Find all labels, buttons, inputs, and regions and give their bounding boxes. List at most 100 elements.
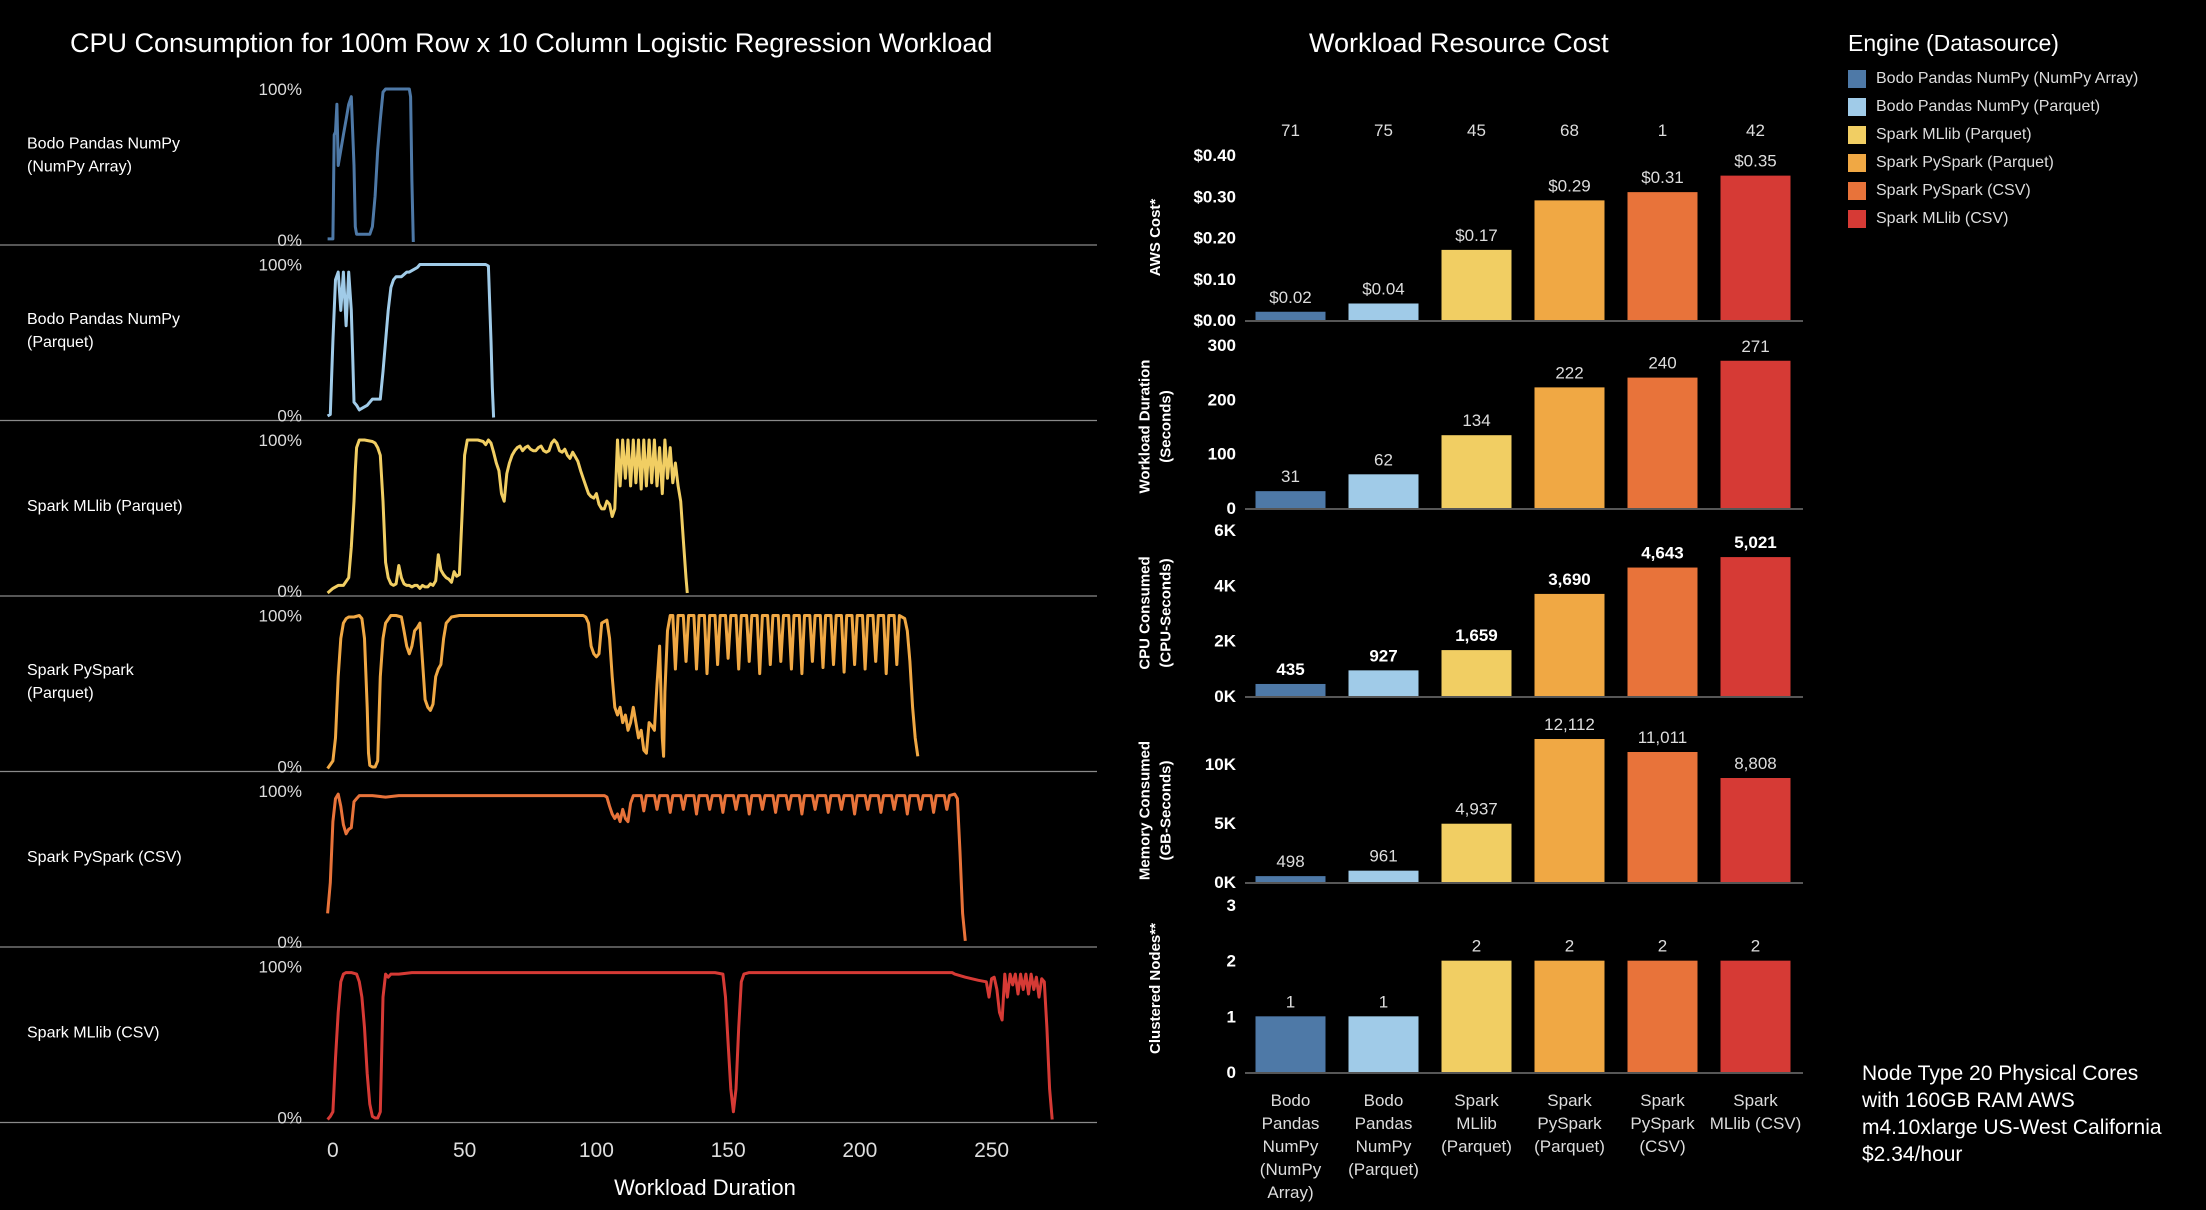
y-tick-label: 0%	[277, 231, 302, 250]
y-tick-label: 100%	[259, 782, 302, 801]
y-tick-label: 100%	[259, 607, 302, 626]
series-row-label: Bodo Pandas NumPy	[27, 311, 180, 328]
resource-bar	[1441, 960, 1512, 1072]
category-label: Spark	[1547, 1091, 1592, 1110]
y-tick-label: 0K	[1214, 873, 1236, 892]
cpu-line-series	[326, 614, 920, 770]
y-tick-label: $0.40	[1193, 146, 1236, 165]
y-tick-label: 100	[1208, 445, 1236, 464]
legend-label: Spark PySpark (Parquet)	[1876, 154, 2054, 171]
bar-value-label: 222	[1555, 363, 1583, 382]
y-tick-label: 6K	[1214, 521, 1236, 540]
legend-label: Bodo Pandas NumPy (NumPy Array)	[1876, 70, 2139, 87]
resource-bar	[1348, 870, 1419, 882]
category-label: (Parquet)	[1441, 1137, 1512, 1156]
cpu-consumption-chart: 100% 0% Bodo Pandas NumPy (NumPy Array) 100%…	[0, 80, 1097, 1200]
y-tick-label: 2K	[1214, 632, 1236, 651]
legend-swatch	[1848, 182, 1866, 200]
y-tick-label: 300	[1208, 336, 1236, 355]
y-axis-title: Memory Consumed	[1137, 741, 1154, 880]
y-tick-label: 200	[1208, 390, 1236, 409]
bar-value-label: $0.17	[1455, 226, 1498, 245]
legend-item[interactable]: Bodo Pandas NumPy (Parquet)	[1848, 93, 2138, 121]
resource-bar	[1534, 387, 1605, 508]
y-tick-label: 0%	[277, 1109, 302, 1128]
bar-value-label: 271	[1741, 337, 1769, 356]
y-tick-label: 4K	[1214, 576, 1236, 595]
x-tick-label: 100	[579, 1139, 614, 1162]
y-axis-title: (Seconds)	[1158, 390, 1175, 463]
y-axis-title: (CPU-Seconds)	[1158, 558, 1175, 667]
resource-bar	[1627, 751, 1698, 882]
bar-value-label: 240	[1648, 354, 1676, 373]
y-tick-label: $0.00	[1193, 311, 1236, 330]
cpu-line-series	[326, 971, 1054, 1121]
category-label: (NumPy	[1260, 1160, 1322, 1179]
bar-value-label: $0.31	[1641, 168, 1684, 187]
x-tick-label: 0	[327, 1139, 339, 1162]
resource-bar	[1720, 360, 1791, 508]
resource-bar	[1348, 1016, 1419, 1072]
legend-swatch	[1848, 154, 1866, 172]
category-label: MLlib (CSV)	[1710, 1114, 1802, 1133]
y-tick-label: 3	[1227, 896, 1236, 915]
resource-bar	[1255, 683, 1326, 696]
y-tick-label: 5K	[1214, 814, 1236, 833]
y-axis-title: (GB-Seconds)	[1158, 760, 1175, 860]
bar-value-label: 3,690	[1548, 570, 1591, 589]
bar-value-label: 11,011	[1638, 728, 1687, 747]
top-count-label: 71	[1281, 121, 1300, 140]
bar-value-label: $0.35	[1734, 152, 1777, 171]
resource-bar	[1255, 311, 1326, 320]
legend-item[interactable]: Spark PySpark (CSV)	[1848, 177, 2138, 205]
y-tick-label: $0.30	[1193, 187, 1236, 206]
legend-swatch	[1848, 70, 1866, 88]
resource-bar	[1255, 491, 1326, 508]
top-count-label: 45	[1467, 121, 1486, 140]
y-tick-label: 100%	[259, 958, 302, 977]
cpu-line-series	[326, 438, 689, 595]
bar-value-label: $0.04	[1362, 280, 1405, 299]
y-tick-label: $0.20	[1193, 229, 1236, 248]
bar-value-label: 927	[1369, 646, 1397, 665]
y-tick-label: $0.10	[1193, 270, 1236, 289]
resource-bar	[1348, 303, 1419, 320]
x-tick-label: 250	[974, 1139, 1009, 1162]
legend-item[interactable]: Spark MLlib (CSV)	[1848, 205, 2138, 233]
legend-swatch	[1848, 98, 1866, 116]
category-label: MLlib	[1456, 1114, 1497, 1133]
legend-item[interactable]: Spark MLlib (Parquet)	[1848, 121, 2138, 149]
resource-bar	[1534, 593, 1605, 696]
y-tick-label: 100%	[259, 256, 302, 275]
resource-bar	[1720, 778, 1791, 882]
bar-value-label: 961	[1369, 847, 1397, 866]
cpu-line-series	[326, 792, 967, 942]
category-label: (CSV)	[1639, 1137, 1685, 1156]
resource-bar	[1534, 960, 1605, 1072]
bar-value-label: 1	[1379, 992, 1388, 1011]
resource-bar	[1627, 192, 1698, 320]
x-tick-label: 50	[453, 1139, 476, 1162]
resource-bar	[1255, 876, 1326, 882]
series-row-label: Spark PySpark (CSV)	[27, 849, 182, 866]
y-tick-label: 0	[1227, 1063, 1236, 1082]
category-label: Bodo	[1271, 1091, 1311, 1110]
cpu-line-series	[327, 87, 415, 243]
bar-value-label: 498	[1276, 852, 1304, 871]
legend-item[interactable]: Spark PySpark (Parquet)	[1848, 149, 2138, 177]
category-label: Pandas	[1355, 1114, 1413, 1133]
resource-bar	[1441, 823, 1512, 882]
legend-swatch	[1848, 210, 1866, 228]
legend: Engine (Datasource) Bodo Pandas NumPy (N…	[1848, 30, 2138, 233]
category-label: Spark	[1640, 1091, 1685, 1110]
workload-resource-cost-chart: 71 75 45 68 1 42 $0.00 $0.10 $0.20 $0.30 $0.40 AWS …	[1137, 121, 1803, 1202]
y-tick-label: 2	[1227, 952, 1236, 971]
node-type-note: Node Type 20 Physical Cores with 160GB R…	[1862, 1062, 2162, 1166]
legend-item[interactable]: Bodo Pandas NumPy (NumPy Array)	[1848, 65, 2138, 93]
y-tick-label: 0%	[277, 407, 302, 426]
bar-value-label: $0.29	[1548, 176, 1591, 195]
resource-bar	[1534, 739, 1605, 882]
series-row-label: (NumPy Array)	[27, 158, 132, 175]
series-row-label: Spark MLlib (Parquet)	[27, 498, 183, 515]
top-count-label: 75	[1374, 121, 1393, 140]
